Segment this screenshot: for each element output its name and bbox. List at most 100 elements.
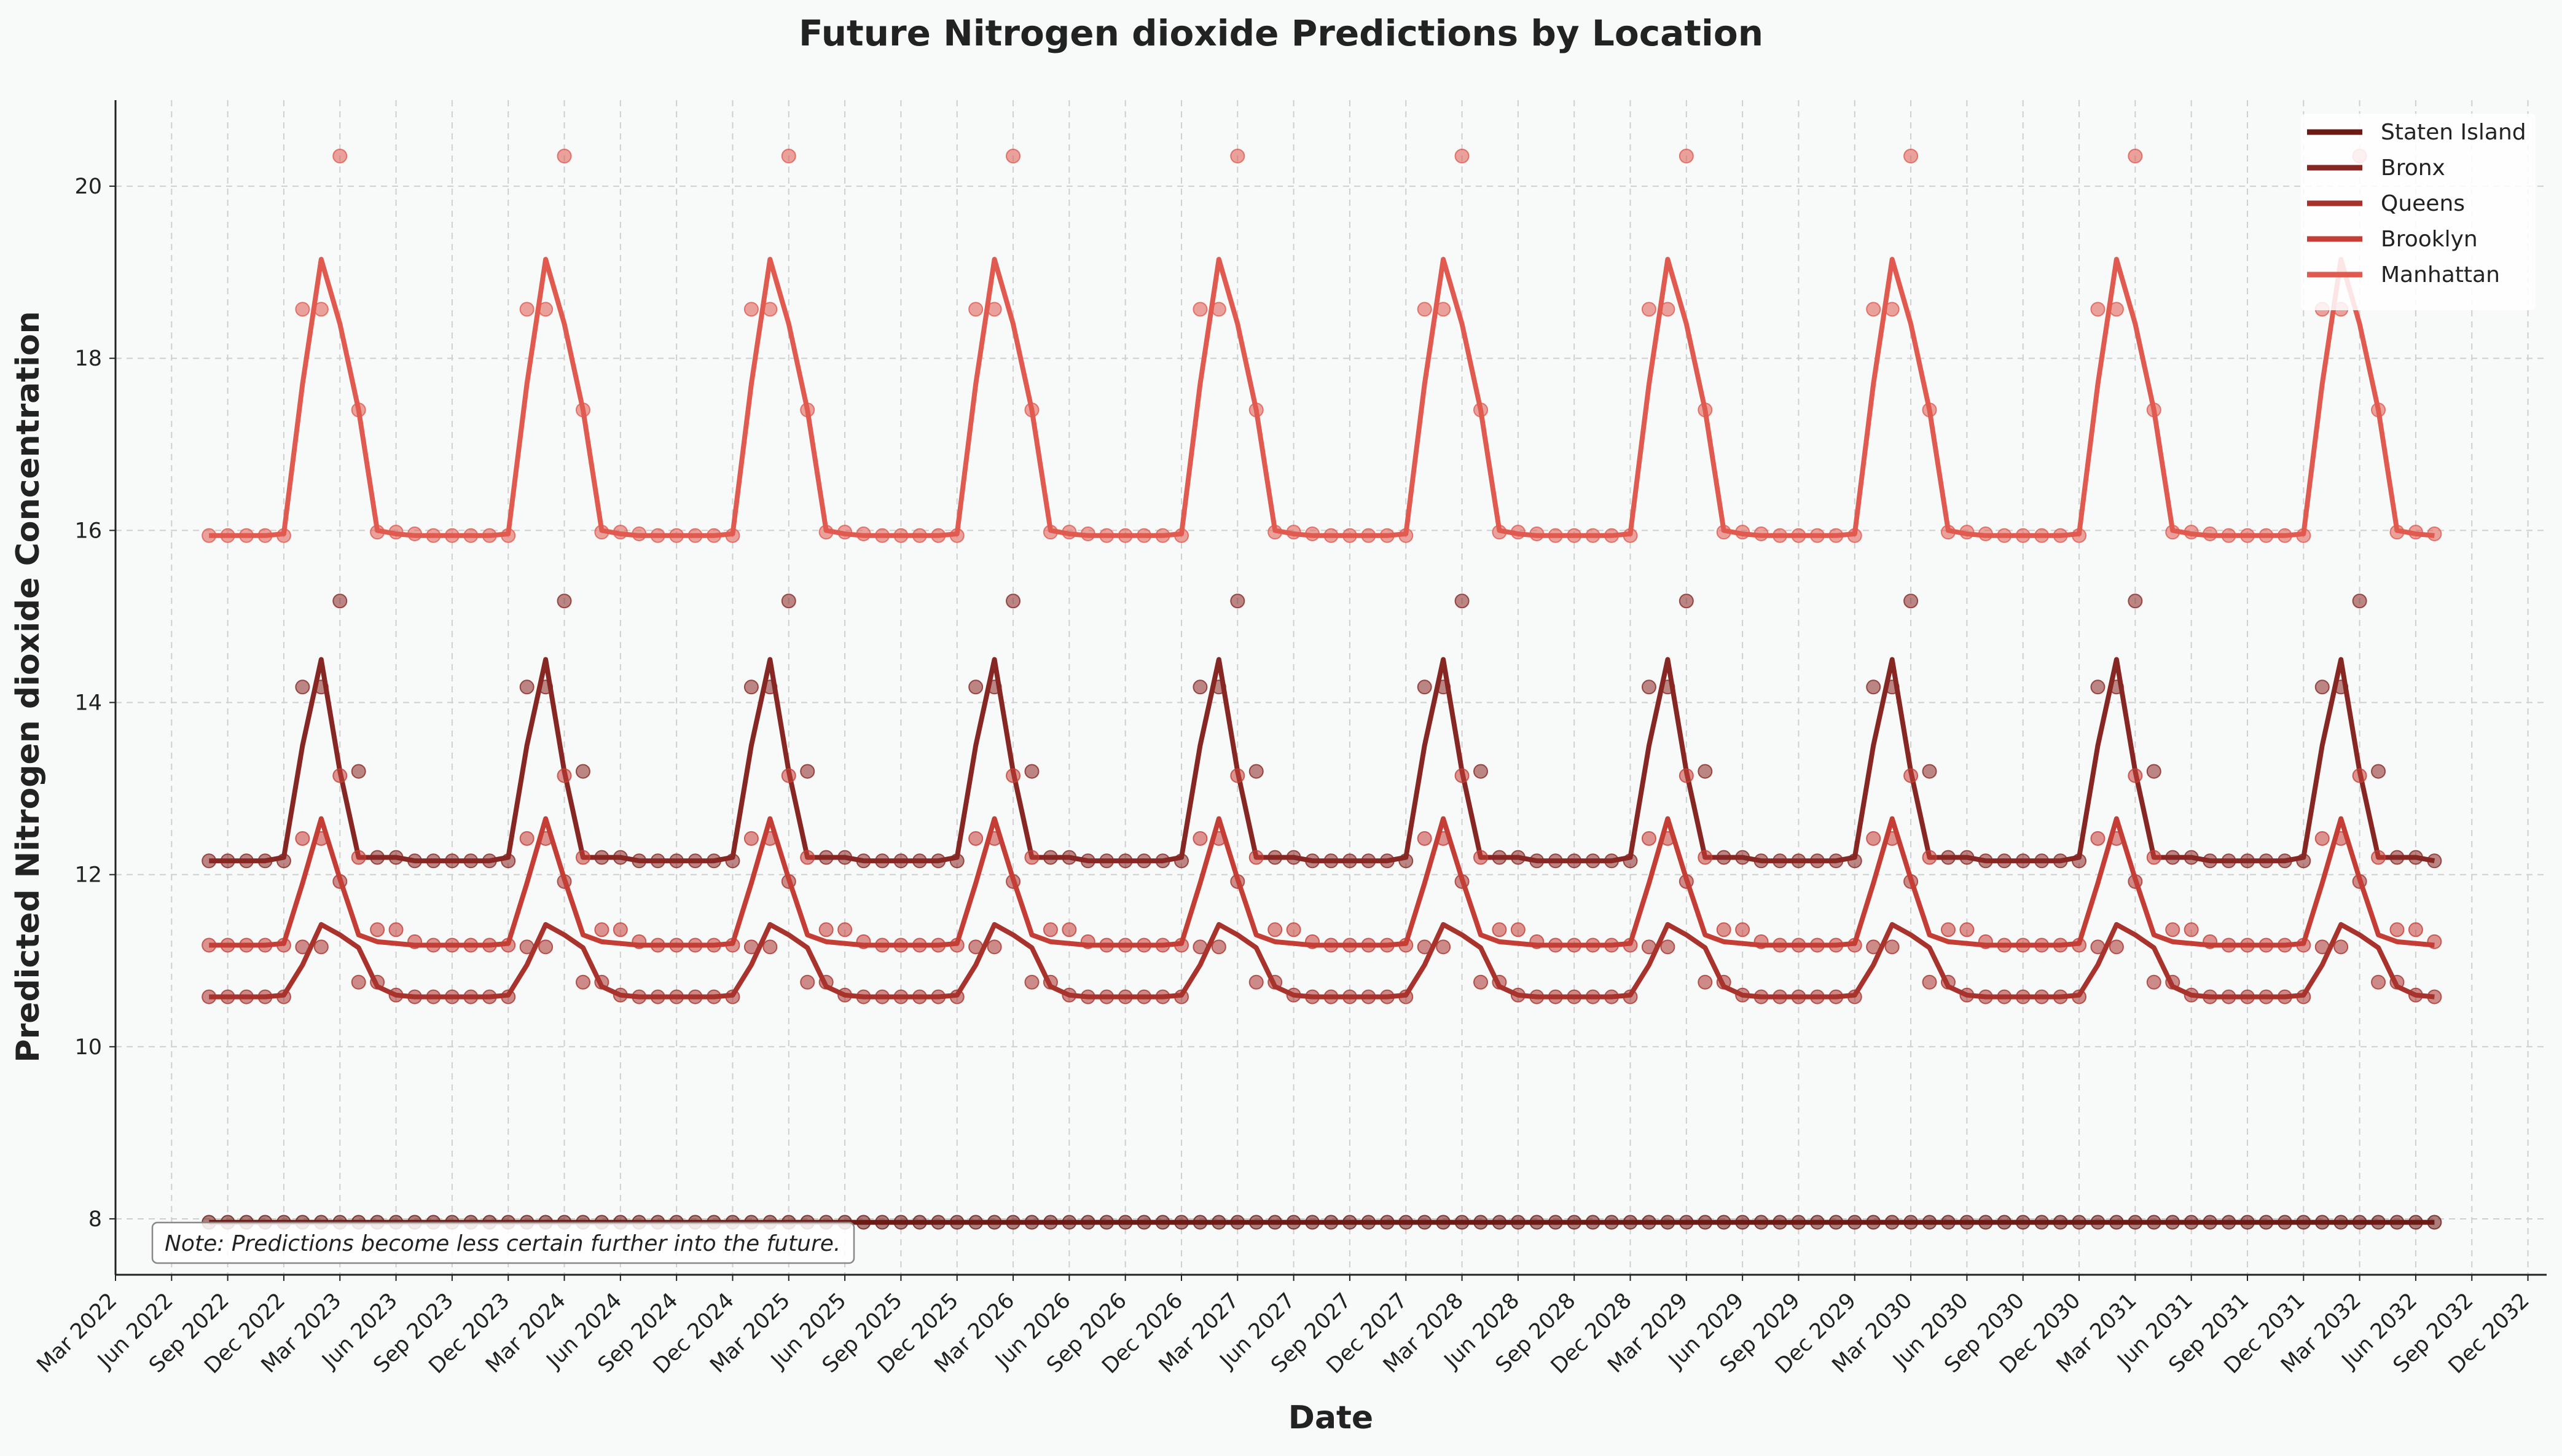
data-point-brooklyn bbox=[1698, 850, 1713, 865]
y-tick-label: 16 bbox=[74, 519, 102, 543]
data-point-brooklyn bbox=[2314, 831, 2330, 846]
data-point-bronx bbox=[1473, 764, 1489, 779]
data-point-manhattan bbox=[519, 302, 535, 317]
data-point-queens bbox=[1024, 974, 1040, 990]
data-point-queens bbox=[987, 939, 1002, 955]
data-point-manhattan bbox=[968, 302, 984, 317]
data-point-bronx bbox=[2128, 593, 2143, 609]
data-point-brooklyn bbox=[1024, 850, 1040, 865]
data-point-manhattan bbox=[2090, 302, 2106, 317]
data-point-manhattan bbox=[1454, 149, 1470, 164]
legend-label-manhattan: Manhattan bbox=[2381, 262, 2500, 288]
data-point-manhattan bbox=[557, 149, 572, 164]
data-point-bronx bbox=[575, 764, 590, 779]
y-tick-label: 20 bbox=[74, 174, 102, 199]
series-line-brooklyn bbox=[209, 816, 2435, 948]
x-axis-title: Date bbox=[1288, 1399, 1373, 1436]
data-point-bronx bbox=[1866, 679, 1881, 695]
data-point-bronx bbox=[1006, 593, 1021, 609]
data-point-queens bbox=[538, 939, 554, 955]
data-point-brooklyn bbox=[1230, 768, 1245, 783]
data-point-manhattan bbox=[1641, 302, 1656, 317]
series-line-manhattan bbox=[209, 257, 2435, 538]
data-point-queens bbox=[1436, 939, 1451, 955]
data-point-bronx bbox=[1903, 593, 1919, 609]
data-point-brooklyn bbox=[1716, 922, 1731, 937]
data-point-brooklyn bbox=[1454, 768, 1470, 783]
data-point-bronx bbox=[1417, 679, 1432, 695]
data-point-bronx bbox=[1641, 679, 1656, 695]
data-point-brooklyn bbox=[1679, 768, 1694, 783]
legend-label-brooklyn: Brooklyn bbox=[2381, 227, 2478, 252]
data-point-queens bbox=[1660, 939, 1675, 955]
data-point-brooklyn bbox=[1510, 922, 1526, 937]
data-point-bronx bbox=[1248, 764, 1264, 779]
data-point-brooklyn bbox=[1492, 922, 1507, 937]
data-point-brooklyn bbox=[594, 922, 609, 937]
series-brooklyn bbox=[202, 768, 2442, 953]
data-point-brooklyn bbox=[2165, 922, 2180, 937]
data-point-brooklyn bbox=[351, 850, 366, 865]
data-point-manhattan bbox=[2128, 149, 2143, 164]
data-point-queens bbox=[2333, 939, 2349, 955]
y-tick-label: 8 bbox=[88, 1207, 102, 1232]
y-tick-label: 10 bbox=[74, 1035, 102, 1060]
data-point-bronx bbox=[1698, 764, 1713, 779]
data-point-queens bbox=[313, 939, 329, 955]
data-point-manhattan bbox=[332, 149, 348, 164]
data-point-brooklyn bbox=[613, 922, 628, 937]
legend-frame bbox=[2301, 114, 2536, 310]
series-line-bronx bbox=[209, 657, 2435, 864]
data-point-manhattan bbox=[295, 302, 310, 317]
series-queens bbox=[202, 874, 2442, 1004]
data-point-queens bbox=[1473, 974, 1489, 990]
data-point-brooklyn bbox=[1903, 768, 1919, 783]
legend-label-queens: Queens bbox=[2381, 191, 2465, 216]
y-tick-label: 12 bbox=[74, 863, 102, 888]
data-point-brooklyn bbox=[968, 831, 984, 846]
data-point-brooklyn bbox=[370, 922, 385, 937]
data-point-brooklyn bbox=[2090, 831, 2106, 846]
data-point-brooklyn bbox=[1286, 922, 1301, 937]
data-point-brooklyn bbox=[800, 850, 815, 865]
data-point-bronx bbox=[519, 679, 535, 695]
data-point-queens bbox=[762, 939, 778, 955]
data-point-brooklyn bbox=[575, 850, 590, 865]
y-tick-label: 18 bbox=[74, 346, 102, 371]
note-box-frame bbox=[151, 1221, 855, 1264]
data-point-bronx bbox=[1024, 764, 1040, 779]
data-point-manhattan bbox=[1679, 149, 1694, 164]
data-point-manhattan bbox=[1417, 302, 1432, 317]
data-point-bronx bbox=[2146, 764, 2161, 779]
data-point-brooklyn bbox=[743, 831, 759, 846]
data-point-brooklyn bbox=[2389, 922, 2405, 937]
data-point-brooklyn bbox=[557, 768, 572, 783]
data-point-bronx bbox=[351, 764, 366, 779]
data-point-brooklyn bbox=[1866, 831, 1881, 846]
data-point-brooklyn bbox=[1193, 831, 1208, 846]
data-point-queens bbox=[1211, 939, 1226, 955]
data-point-queens bbox=[2109, 939, 2124, 955]
data-point-brooklyn bbox=[1473, 850, 1489, 865]
legend-label-staten-island: Staten Island bbox=[2381, 120, 2526, 145]
data-point-queens bbox=[575, 974, 590, 990]
data-point-bronx bbox=[2314, 679, 2330, 695]
data-point-manhattan bbox=[1230, 149, 1245, 164]
grid bbox=[115, 100, 2547, 1275]
axes bbox=[114, 100, 2547, 1276]
data-point-brooklyn bbox=[2128, 768, 2143, 783]
data-point-brooklyn bbox=[1940, 922, 1956, 937]
data-point-manhattan bbox=[1006, 149, 1021, 164]
data-point-brooklyn bbox=[1006, 768, 1021, 783]
data-point-bronx bbox=[332, 593, 348, 609]
data-point-manhattan bbox=[1866, 302, 1881, 317]
data-point-bronx bbox=[295, 679, 310, 695]
data-point-brooklyn bbox=[295, 831, 310, 846]
series-line-queens bbox=[209, 922, 2435, 1000]
data-point-queens bbox=[2371, 974, 2386, 990]
data-point-manhattan bbox=[743, 302, 759, 317]
data-point-manhattan bbox=[781, 149, 796, 164]
data-point-brooklyn bbox=[2352, 768, 2367, 783]
y-ticks: 8 10 12 14 16 18 20 bbox=[74, 174, 116, 1232]
